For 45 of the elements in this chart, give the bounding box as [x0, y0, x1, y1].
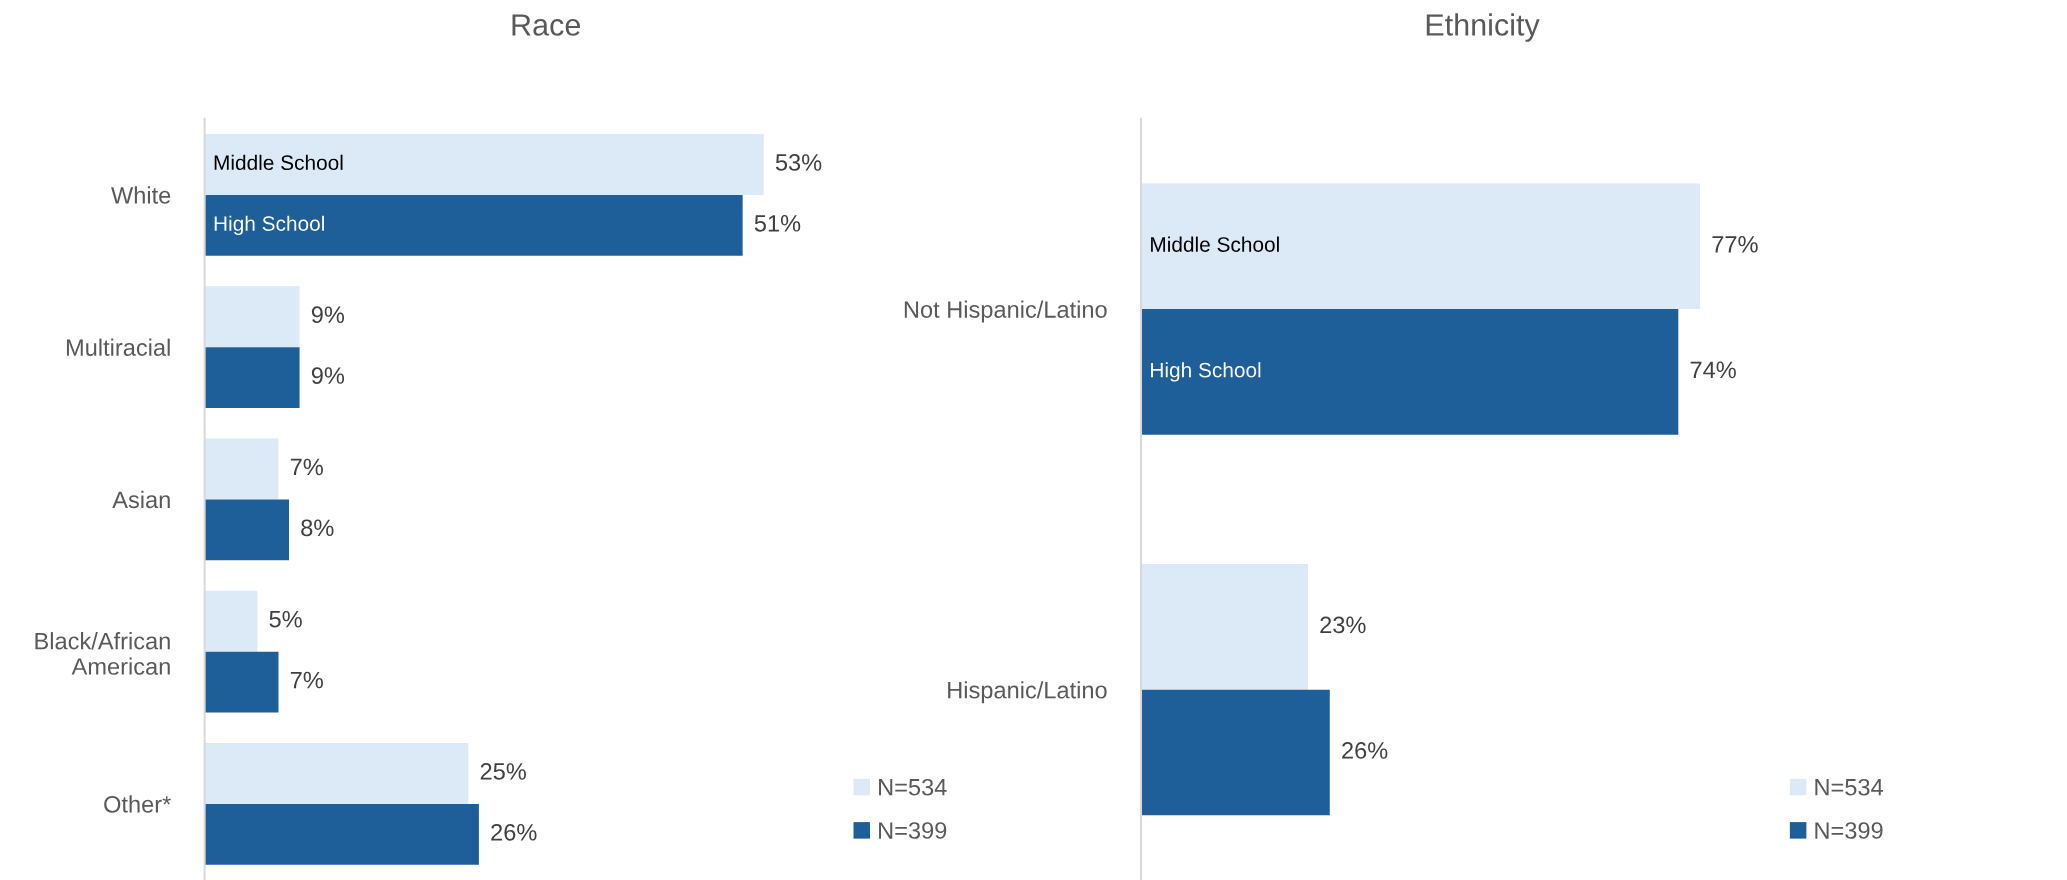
data-label: 7% [290, 458, 323, 476]
y-tick-label: Other* [104, 795, 171, 813]
bar [1140, 689, 1330, 816]
legend-label: N=534 [1815, 778, 1884, 796]
bar [204, 347, 300, 409]
y-tick-label: Black/African American [35, 632, 170, 675]
data-label: 77% [1712, 236, 1758, 253]
bar [204, 651, 279, 713]
chart-title: Ethnicity [1426, 13, 1540, 42]
bar [1140, 183, 1701, 310]
annotation: High School [1151, 362, 1261, 382]
y-tick-label: Asian [112, 490, 170, 509]
bar [204, 134, 764, 195]
data-label: 25% [480, 763, 526, 780]
annotation: Middle School [1151, 236, 1279, 252]
legend-label: N=399 [1815, 822, 1883, 839]
bar [1140, 309, 1679, 435]
y-tick-label: Not Hispanic/Latino [904, 300, 1107, 323]
data-label: 26% [1342, 742, 1388, 759]
y-tick-label: Hispanic/Latino [948, 681, 1107, 704]
data-label: 51% [754, 215, 801, 232]
bar [204, 499, 290, 561]
annotation: High School [214, 215, 324, 236]
bar [204, 803, 479, 865]
data-label: 5% [269, 610, 302, 628]
chart-title: Race [512, 14, 580, 36]
data-label: 7% [290, 671, 323, 689]
bar [204, 286, 300, 348]
data-label: 9% [311, 367, 345, 384]
data-label: 53% [775, 154, 822, 171]
data-label: 74% [1690, 361, 1736, 379]
legend-label: N=534 [879, 778, 947, 796]
bar [204, 438, 279, 500]
legend-label: N=399 [879, 822, 947, 839]
bar [204, 590, 258, 652]
bar [1140, 564, 1308, 690]
annotation: Middle School [214, 154, 343, 171]
bar [204, 742, 469, 804]
bar [204, 194, 743, 256]
data-label: 26% [491, 823, 537, 841]
data-label: 8% [301, 519, 334, 537]
y-tick-label: Multiracial [66, 338, 170, 356]
data-label: 9% [311, 306, 345, 324]
y-tick-label: White [111, 186, 171, 204]
data-label: 23% [1320, 616, 1366, 634]
